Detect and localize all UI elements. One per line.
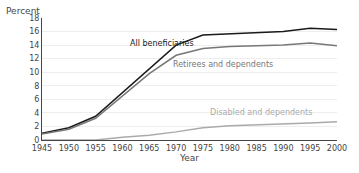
svg-text:Disabled and dependents: Disabled and dependents <box>210 108 312 117</box>
svg-text:All beneficiaries: All beneficiaries <box>130 39 194 48</box>
svg-text:Year: Year <box>179 153 199 163</box>
svg-text:8: 8 <box>34 82 39 91</box>
svg-text:1980: 1980 <box>220 144 240 153</box>
svg-text:10: 10 <box>29 68 39 77</box>
svg-text:0: 0 <box>34 136 39 145</box>
svg-text:1990: 1990 <box>273 144 293 153</box>
svg-text:1955: 1955 <box>85 144 105 153</box>
svg-text:1985: 1985 <box>246 144 266 153</box>
svg-text:Retirees and dependents: Retirees and dependents <box>173 60 273 69</box>
svg-text:1965: 1965 <box>139 144 159 153</box>
svg-text:1995: 1995 <box>300 144 320 153</box>
svg-text:16: 16 <box>29 27 39 36</box>
svg-text:1945: 1945 <box>32 144 52 153</box>
svg-text:Percent: Percent <box>6 6 40 16</box>
svg-text:4: 4 <box>34 109 39 118</box>
svg-text:12: 12 <box>29 54 39 63</box>
svg-text:2000: 2000 <box>327 144 347 153</box>
svg-text:18: 18 <box>29 14 39 23</box>
svg-text:1950: 1950 <box>59 144 79 153</box>
svg-text:1975: 1975 <box>193 144 213 153</box>
svg-text:2: 2 <box>34 122 39 131</box>
svg-text:14: 14 <box>29 41 39 50</box>
svg-text:6: 6 <box>34 95 39 104</box>
svg-text:1970: 1970 <box>166 144 186 153</box>
svg-text:1960: 1960 <box>112 144 132 153</box>
